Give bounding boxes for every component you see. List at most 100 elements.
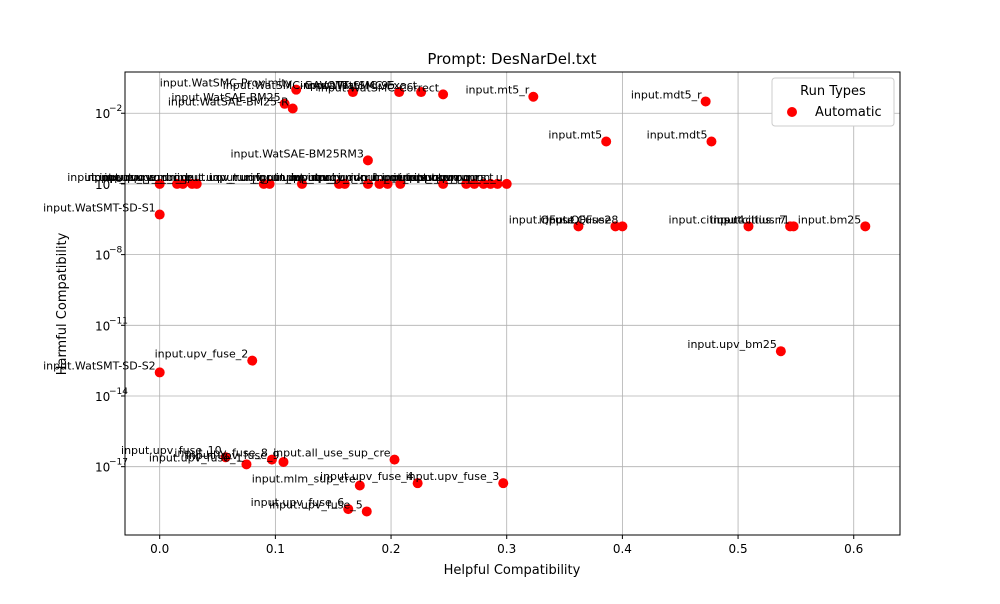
point-label: input.uqv_run_e xyxy=(104,171,193,184)
data-point xyxy=(374,178,385,189)
point-label: input.uqv_run_o xyxy=(351,171,440,184)
legend-marker-automatic xyxy=(787,107,797,117)
data-point xyxy=(287,103,298,114)
data-point xyxy=(438,89,449,100)
point-labels: input.mt5_r input.mdt5_r input.mt5 input.md… xyxy=(43,77,861,512)
point-label: input.mlm_sup_cre xyxy=(252,473,356,486)
data-point xyxy=(154,209,165,220)
data-point xyxy=(469,178,480,189)
point-label: input.uqv_run_i xyxy=(250,171,335,184)
y-tick-exponent: −11 xyxy=(109,316,128,326)
x-tick-label: 0.3 xyxy=(497,542,516,556)
x-tick-label: 0.2 xyxy=(381,542,400,556)
point-label: input.uqv_run_l xyxy=(291,171,376,184)
point-label: input.uqv_run_p xyxy=(374,171,463,184)
point-label: input.uqv_run_c xyxy=(91,171,179,184)
point-label: input.WatSMT-SD-S2 xyxy=(43,359,156,372)
chart-title: Prompt: DesNarDel.txt xyxy=(427,50,596,68)
data-point xyxy=(278,456,289,467)
point-label: input.mdt5_r xyxy=(631,88,702,101)
legend[interactable]: Run Types Automatic xyxy=(771,77,895,127)
data-point xyxy=(394,87,405,98)
data-point xyxy=(788,221,799,232)
point-label: input.WatSMC-GAVOTT xyxy=(223,79,349,92)
data-point xyxy=(617,221,628,232)
point-label: input.upv_fuse_6 xyxy=(251,496,345,509)
data-point xyxy=(743,221,754,232)
point-label: input.upv_fuse_2 xyxy=(155,348,249,361)
data-point xyxy=(343,504,354,515)
y-tick-label: 10 xyxy=(95,461,110,475)
point-label: input.citius.r7 xyxy=(710,213,786,226)
x-tick-label: 0.4 xyxy=(613,542,632,556)
data-point xyxy=(191,178,202,189)
point-label: input.all_use_sup_cre xyxy=(273,447,391,460)
point-label: input.uqv_run_u xyxy=(414,171,503,184)
point-label: input.upv_fuse_4 xyxy=(320,470,414,483)
data-point xyxy=(501,178,512,189)
point-label: input.uqv_run_h xyxy=(209,171,298,184)
point-label: input.upv_bm25 xyxy=(687,338,776,351)
point-label: input.citius.r4 xyxy=(668,213,744,226)
data-point xyxy=(610,221,621,232)
point-label: input.QFuse xyxy=(509,213,575,226)
point-label: input.mt5 xyxy=(548,129,602,142)
data-point xyxy=(389,454,400,465)
plot-frame xyxy=(124,71,901,536)
data-point xyxy=(361,506,372,517)
data-point xyxy=(461,178,472,189)
y-tick-label: 10 xyxy=(95,178,110,192)
y-tick-exponent: −5 xyxy=(109,175,122,185)
point-label: input.WatSAE-BM25-R xyxy=(168,96,289,109)
point-label: input.uqv_run_k xyxy=(276,171,365,184)
data-point xyxy=(416,87,427,98)
y-tick-label: 10 xyxy=(95,249,110,263)
x-tick-label: 0.0 xyxy=(150,542,169,556)
y-tick-exponent: −8 xyxy=(109,246,123,256)
data-point xyxy=(498,478,509,489)
y-axis-label: Harmful Compatibility xyxy=(55,232,70,375)
data-point xyxy=(382,178,393,189)
point-label: input.uqv_run_n xyxy=(308,171,397,184)
data-point xyxy=(485,178,496,189)
data-point xyxy=(154,178,165,189)
point-label: input.bm25 xyxy=(798,213,862,226)
point-label: input.uqv_run_f xyxy=(174,171,261,184)
point-label: input.upv_fuse_9 xyxy=(186,449,280,462)
point-label: input.mdt5 xyxy=(647,129,708,142)
data-point xyxy=(264,178,275,189)
point-label: input.WatSMC-Proximity xyxy=(160,77,293,90)
grid xyxy=(125,72,900,535)
x-tick-label: 0.5 xyxy=(729,542,748,556)
data-point xyxy=(412,478,423,489)
data-point xyxy=(247,355,258,366)
data-point xyxy=(241,459,252,470)
point-label: input.uqv_run_j xyxy=(256,171,341,184)
point-label: input.upv_fuse_8 xyxy=(174,447,268,460)
y-tick-label: 10 xyxy=(95,319,110,333)
point-label: input.uqv_run_t xyxy=(407,171,494,184)
point-label: input.upv_fuse_3 xyxy=(406,470,500,483)
legend-box xyxy=(771,77,895,127)
data-point xyxy=(528,91,539,102)
data-points xyxy=(154,84,871,517)
point-label: input.uqv_run_b xyxy=(84,171,173,184)
point-label: input.uqv_run_g xyxy=(177,171,266,184)
y-tick-label: 10 xyxy=(95,390,110,404)
point-label: input.uqv_run_q xyxy=(382,171,471,184)
data-point xyxy=(291,84,302,95)
data-point xyxy=(492,178,503,189)
data-point xyxy=(347,87,358,98)
point-label: input.uqv_run_s xyxy=(399,171,487,184)
x-tick-label: 0.1 xyxy=(266,542,285,556)
data-point xyxy=(266,454,277,465)
point-label: input.uqv_run_d xyxy=(99,171,188,184)
data-point xyxy=(706,136,717,147)
point-label: input.citius.r1 xyxy=(714,213,790,226)
point-label: input.uqv_run_a xyxy=(67,171,155,184)
data-point xyxy=(279,98,290,109)
legend-title: Run Types xyxy=(800,84,866,99)
point-label: input.QFuse2 xyxy=(539,213,612,226)
data-point xyxy=(154,367,165,378)
